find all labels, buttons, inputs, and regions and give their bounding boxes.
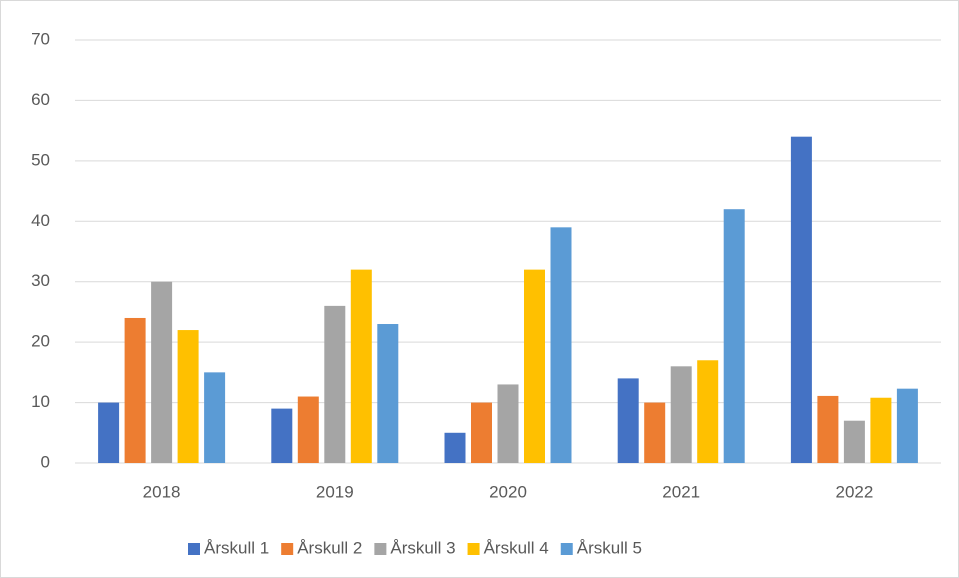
bar bbox=[870, 397, 892, 463]
bar bbox=[723, 209, 745, 463]
bar bbox=[617, 378, 639, 463]
legend-label: Årskull 4 bbox=[484, 538, 549, 557]
bar bbox=[271, 408, 293, 463]
bar bbox=[377, 324, 399, 463]
legend-swatch bbox=[374, 543, 387, 555]
bar bbox=[790, 136, 812, 463]
bar bbox=[151, 281, 173, 463]
y-tick-label: 0 bbox=[41, 452, 50, 471]
bar bbox=[697, 360, 719, 463]
bar bbox=[177, 330, 199, 463]
y-tick-label: 50 bbox=[31, 150, 50, 169]
x-tick-label: 2019 bbox=[316, 482, 354, 501]
legend-label: Årskull 2 bbox=[297, 538, 362, 557]
bar bbox=[550, 227, 572, 463]
bar bbox=[497, 384, 519, 463]
bar bbox=[350, 269, 372, 463]
x-tick-label: 2018 bbox=[143, 482, 181, 501]
bar bbox=[124, 317, 146, 463]
y-tick-label: 40 bbox=[31, 211, 50, 230]
legend-swatch bbox=[281, 543, 294, 555]
legend-swatch bbox=[188, 543, 200, 555]
legend-swatch bbox=[467, 543, 480, 555]
legend-label: Årskull 5 bbox=[577, 538, 642, 557]
bar bbox=[670, 366, 692, 463]
bar bbox=[896, 388, 918, 463]
bar bbox=[297, 396, 319, 463]
legend-label: Årskull 1 bbox=[204, 538, 269, 557]
bar bbox=[843, 420, 865, 463]
y-tick-label: 60 bbox=[31, 90, 50, 109]
bar bbox=[324, 305, 346, 463]
bar bbox=[444, 432, 466, 463]
legend-label: Årskull 3 bbox=[390, 538, 455, 557]
y-tick-label: 10 bbox=[31, 392, 50, 411]
bar bbox=[817, 395, 839, 463]
x-tick-label: 2021 bbox=[662, 482, 700, 501]
bar bbox=[524, 269, 545, 463]
bar bbox=[204, 372, 226, 463]
y-tick-label: 20 bbox=[31, 332, 50, 351]
y-tick-label: 70 bbox=[31, 29, 50, 48]
x-tick-label: 2020 bbox=[489, 482, 527, 501]
legend-swatch bbox=[560, 543, 573, 555]
x-tick-label: 2022 bbox=[835, 482, 873, 501]
y-tick-label: 30 bbox=[31, 271, 50, 290]
bar bbox=[471, 402, 492, 463]
bar bbox=[98, 402, 120, 463]
bar bbox=[644, 402, 666, 463]
